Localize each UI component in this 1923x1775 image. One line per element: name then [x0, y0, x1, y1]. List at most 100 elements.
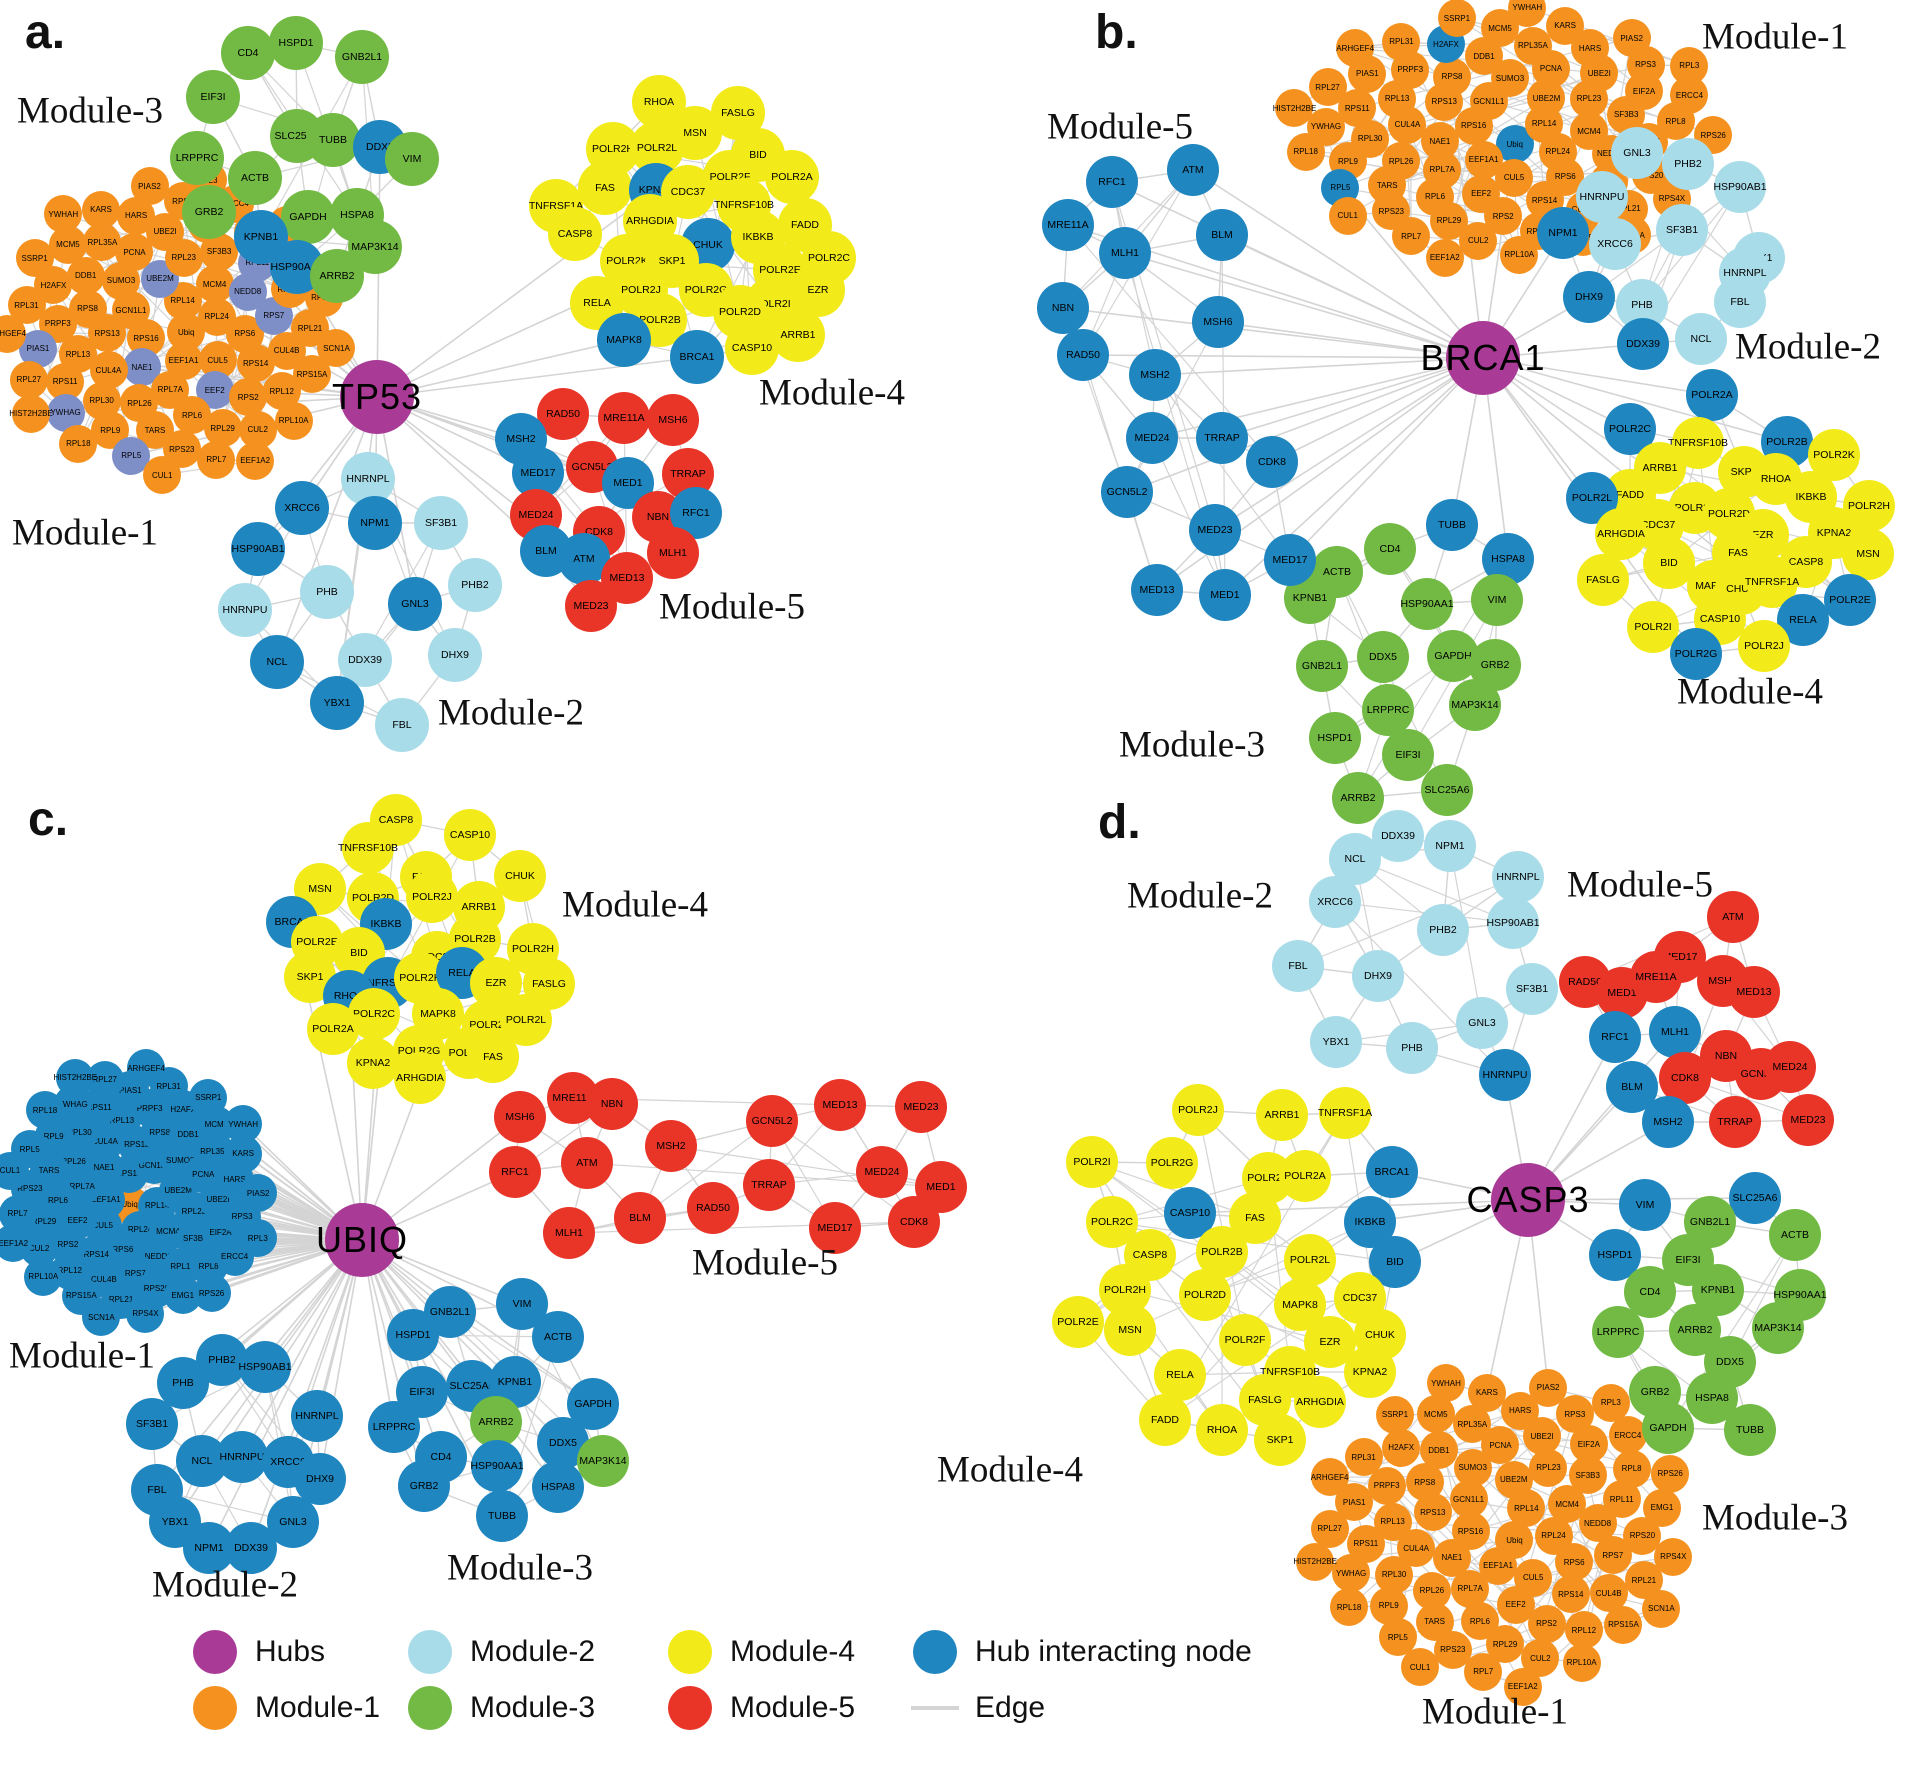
node-rpl27[interactable]: RPL27	[9, 360, 48, 399]
node-gnb2l1[interactable]: GNB2L1	[1296, 640, 1348, 692]
node-tnfrsf1a[interactable]: TNFRSF1A	[1318, 1087, 1372, 1139]
node-mlh1[interactable]: MLH1	[1099, 227, 1151, 279]
node-rpl9[interactable]: RPL9	[1369, 1586, 1408, 1625]
node-hars[interactable]: HARS	[1501, 1391, 1540, 1430]
hub-node-ubiq[interactable]	[325, 1203, 399, 1277]
node-npm1[interactable]: NPM1	[348, 496, 402, 550]
node-cul1[interactable]: CUL1	[0, 1151, 29, 1190]
node-hist2h2be[interactable]: HIST2H2BE	[1293, 1542, 1337, 1581]
node-npm1[interactable]: NPM1	[1537, 207, 1589, 259]
node-sf3b1[interactable]: SF3B1	[414, 496, 468, 550]
node-casp8[interactable]: CASP8	[1780, 536, 1832, 588]
node-polr2d[interactable]: POLR2D	[1179, 1269, 1231, 1321]
node-hspa8[interactable]: HSPA8	[532, 1461, 584, 1513]
node-msh2[interactable]: MSH2	[645, 1120, 697, 1172]
node-pias2[interactable]: PIAS2	[239, 1174, 278, 1213]
node-polr2j[interactable]: POLR2J	[1172, 1084, 1224, 1136]
node-nbn[interactable]: NBN	[1037, 282, 1089, 334]
node-ikbkb[interactable]: IKBKB	[1785, 471, 1837, 523]
node-atm[interactable]: ATM	[1167, 144, 1219, 196]
node-mcm4[interactable]: MCM4	[195, 265, 234, 304]
node-tubb[interactable]: TUBB	[306, 113, 360, 167]
node-npm1[interactable]: NPM1	[183, 1522, 235, 1574]
node-eef1a2[interactable]: EEF1A2	[236, 441, 275, 480]
node-ywhah[interactable]: YWHAH	[224, 1105, 263, 1144]
node-med23[interactable]: MED23	[1189, 504, 1241, 556]
node-ercc4[interactable]: ERCC4	[215, 1237, 254, 1276]
node-rps26[interactable]: RPS26	[192, 1274, 231, 1313]
node-casp10[interactable]: CASP10	[725, 321, 779, 375]
node-msh2[interactable]: MSH2	[1129, 349, 1181, 401]
node-polr2a[interactable]: POLR2A	[1686, 369, 1738, 421]
node-brca1[interactable]: BRCA1	[1366, 1146, 1418, 1198]
node-prpf3[interactable]: PRPF3	[1367, 1466, 1406, 1505]
node-fas[interactable]: FAS	[578, 161, 632, 215]
node-actb[interactable]: ACTB	[228, 151, 282, 205]
node-rpl10a[interactable]: RPL10A	[1562, 1643, 1601, 1682]
node-trrap[interactable]: TRRAP	[1196, 412, 1248, 464]
node-arrb1[interactable]: ARRB1	[1256, 1089, 1308, 1141]
node-polr2g[interactable]: POLR2G	[1670, 628, 1722, 680]
node-gnl3[interactable]: GNL3	[1611, 127, 1663, 179]
node-fbl[interactable]: FBL	[1714, 276, 1766, 328]
node-lrpprc[interactable]: LRPPRC	[170, 131, 224, 185]
node-phb2[interactable]: PHB2	[1417, 904, 1469, 956]
node-gcn5l2[interactable]: GCN5L2	[746, 1095, 798, 1147]
node-trrap[interactable]: TRRAP	[1709, 1096, 1761, 1148]
node-sf3b1[interactable]: SF3B1	[126, 1398, 178, 1450]
node-hist2h2be[interactable]: HIST2H2BE	[54, 1058, 97, 1097]
node-ercc4[interactable]: ERCC4	[1608, 1416, 1647, 1455]
node-eef1a2[interactable]: EEF1A2	[0, 1224, 33, 1263]
node-rpl7a[interactable]: RPL7A	[1451, 1569, 1490, 1608]
node-hspa8[interactable]: HSPA8	[1686, 1372, 1738, 1424]
node-rpl18[interactable]: RPL18	[26, 1091, 64, 1130]
node-gnb2l1[interactable]: GNB2L1	[335, 30, 389, 84]
node-polr2l[interactable]: POLR2L	[1284, 1234, 1336, 1286]
node-scn1a[interactable]: SCN1A	[82, 1298, 121, 1337]
node-lrpprc[interactable]: LRPPRC	[1362, 684, 1414, 736]
node-med17[interactable]: MED17	[809, 1202, 861, 1254]
node-cul1[interactable]: CUL1	[1401, 1648, 1440, 1687]
node-hnrnpu[interactable]: HNRNPU	[1576, 171, 1628, 223]
node-rps2[interactable]: RPS2	[229, 378, 268, 417]
node-rps4x[interactable]: RPS4X	[1654, 1537, 1693, 1576]
node-blm[interactable]: BLM	[614, 1192, 666, 1244]
node-phb[interactable]: PHB	[300, 565, 354, 619]
node-grb2[interactable]: GRB2	[182, 185, 236, 239]
node-rpl7[interactable]: RPL7	[1464, 1652, 1503, 1691]
node-rpl27[interactable]: RPL27	[1310, 1509, 1349, 1548]
node-scn1a[interactable]: SCN1A	[1642, 1589, 1681, 1628]
node-polr2g[interactable]: POLR2G	[1146, 1137, 1198, 1189]
node-tubb[interactable]: TUBB	[1426, 499, 1478, 551]
node-cdk8[interactable]: CDK8	[1659, 1052, 1711, 1104]
node-lrpprc[interactable]: LRPPRC	[368, 1401, 420, 1453]
node-ncl[interactable]: NCL	[250, 635, 304, 689]
node-faslg[interactable]: FASLG	[1577, 554, 1629, 606]
node-hsp90aa1[interactable]: HSP90AA1	[470, 1440, 524, 1492]
node-cd4[interactable]: CD4	[1624, 1266, 1676, 1318]
node-cul2[interactable]: CUL2	[1459, 221, 1498, 260]
node-rpl3[interactable]: RPL3	[1670, 46, 1709, 85]
node-skp1[interactable]: SKP1	[1254, 1414, 1306, 1466]
node-fas[interactable]: FAS	[467, 1031, 519, 1083]
node-rpl35a[interactable]: RPL35A	[1513, 26, 1552, 65]
node-chuk[interactable]: CHUK	[494, 850, 546, 902]
node-gapdh[interactable]: GAPDH	[1642, 1402, 1694, 1454]
node-rpl10a[interactable]: RPL10A	[24, 1257, 63, 1296]
node-polr2a[interactable]: POLR2A	[1279, 1150, 1331, 1202]
node-rfc1[interactable]: RFC1	[1086, 156, 1138, 208]
node-arhgef4[interactable]: ARHGEF4	[1310, 1458, 1349, 1497]
node-slc25a6[interactable]: SLC25A6	[1729, 1172, 1781, 1224]
node-msh6[interactable]: MSH6	[647, 394, 699, 446]
node-rpl13[interactable]: RPL13	[1378, 79, 1417, 118]
node-sf3b1[interactable]: SF3B1	[1506, 963, 1558, 1015]
node-cdk8[interactable]: CDK8	[888, 1196, 940, 1248]
node-polr2f[interactable]: POLR2F	[1219, 1314, 1271, 1366]
node-arrb2[interactable]: ARRB2	[470, 1396, 522, 1448]
node-rpl35a[interactable]: RPL35A	[1453, 1405, 1492, 1444]
node-hsp90ab1[interactable]: HSP90AB1	[231, 522, 285, 576]
node-gapdh[interactable]: GAPDH	[567, 1378, 619, 1430]
node-map3k14[interactable]: MAP3K14	[348, 220, 402, 274]
node-h2afx[interactable]: H2AFX	[1382, 1428, 1421, 1467]
node-rpl3[interactable]: RPL3	[1591, 1383, 1630, 1422]
